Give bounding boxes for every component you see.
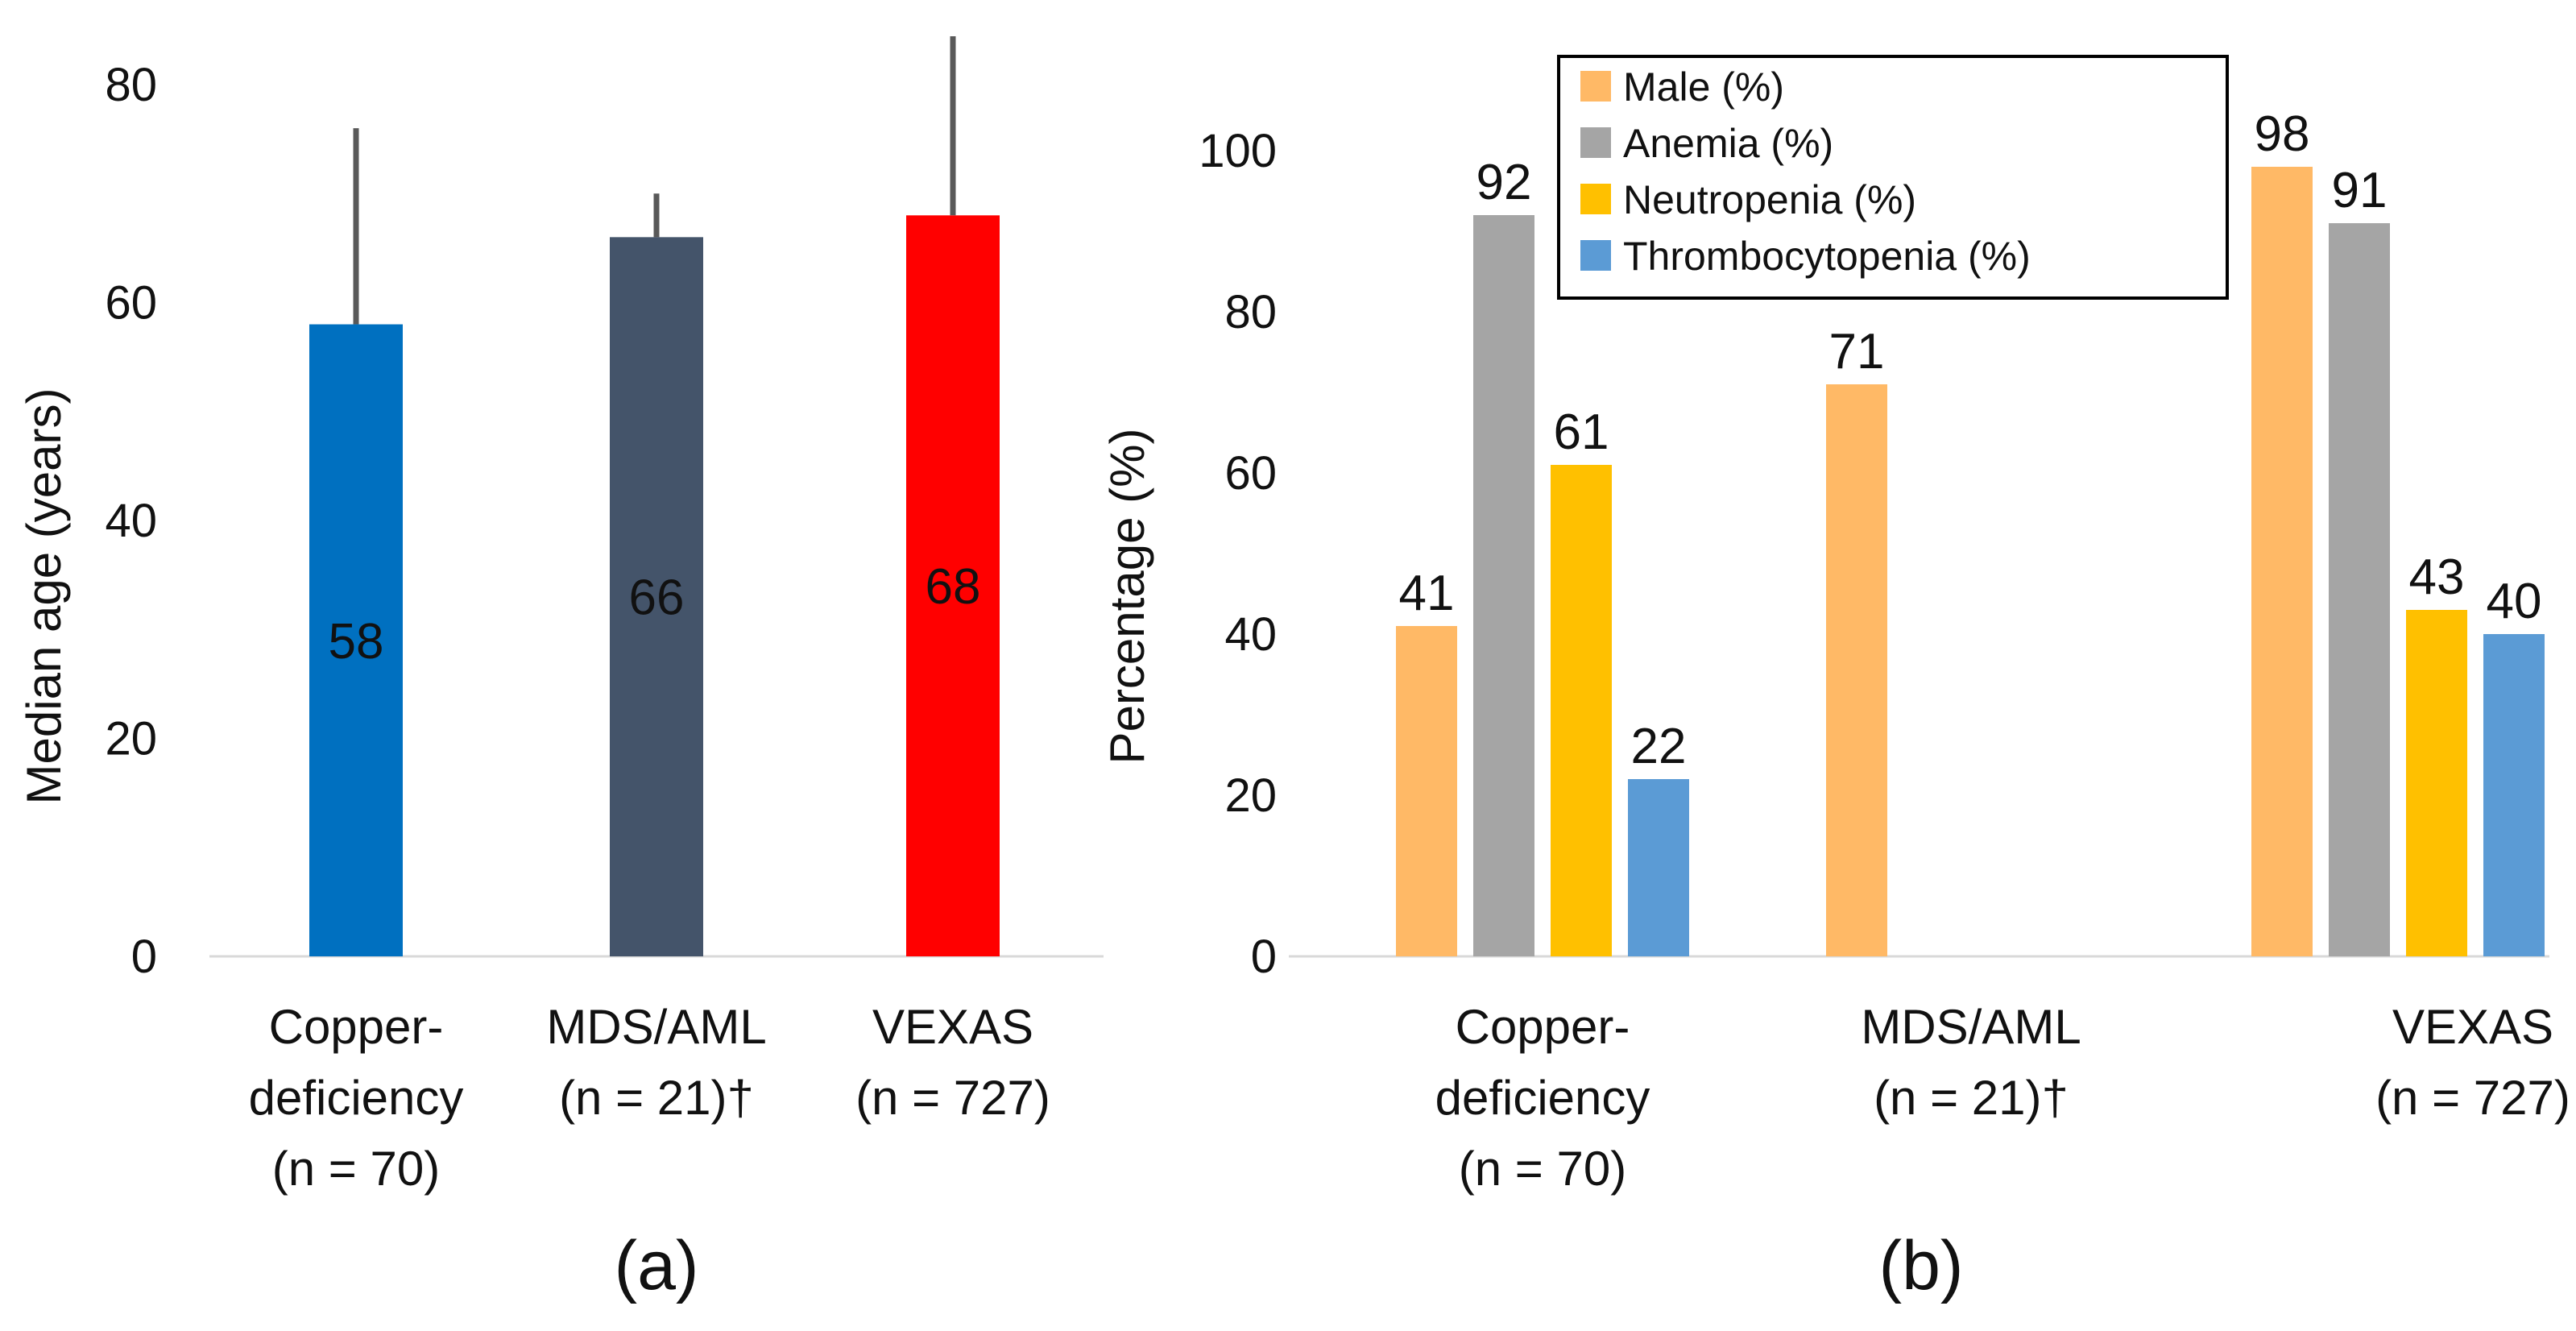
panel-b-category-label: (n = 727) [2375,1071,2570,1125]
panel-b-category-label: Copper- [1456,1000,1630,1054]
panel-b-bars [1396,167,2545,956]
panel-a-data-label: 68 [926,559,981,615]
panel-a-category-label: Copper- [269,1000,444,1054]
panel-a-error-bars [353,36,956,325]
panel-a-category-label: (n = 21)† [559,1071,754,1125]
panel-a-y-tick-label: 60 [105,277,157,330]
panel-a-label: (a) [614,1227,698,1304]
panel-a-median-age-chart: Median age (years) 0 20 40 60 80 58 66 68 Copp… [17,36,1104,1304]
panel-b-category-label: deficiency [1435,1071,1650,1125]
panel-b-data-labels: 41 71 98 92 91 61 43 22 40 [1399,106,2542,774]
panel-b-category-label: (n = 70) [1459,1142,1626,1196]
panel-b-data-label: 91 [2332,163,2388,218]
panel-b-category-label: VEXAS [2392,1000,2553,1054]
panel-b-data-label: 92 [1476,155,1532,210]
panel-b-data-label: 22 [1631,719,1687,774]
legend-entry: Neutropenia (%) [1623,177,1916,222]
panel-b-bar [2483,634,2545,956]
panel-b-data-label: 71 [1829,324,1885,379]
legend-entry: Anemia (%) [1623,121,1833,166]
panel-b-data-label: 61 [1554,404,1609,460]
panel-a-bar [610,237,703,957]
panel-b-percentage-chart: Percentage (%) 0 20 40 60 80 100 41 71 98 92 91 61… [1100,55,2570,1304]
legend-box [1557,55,2229,300]
panel-b-y-tick-label: 40 [1224,608,1277,661]
panel-b-data-label: 40 [2487,574,2542,629]
panel-b-bar [1396,626,1457,956]
panel-a-data-labels: 58 66 68 [329,559,981,670]
panel-b-category-label: MDS/AML [1861,1000,2081,1054]
panel-a-data-label: 66 [629,570,685,626]
panel-a-y-axis-title: Median age (years) [17,388,71,805]
panel-a-data-label: 58 [329,614,384,670]
panel-b-bar [2329,223,2390,956]
panel-b-y-tick-label: 80 [1224,286,1277,338]
panel-a-category-label: MDS/AML [546,1000,766,1054]
legend-entry: Male (%) [1623,64,1784,110]
panel-a-y-ticks: 0 20 40 60 80 [105,59,157,983]
panel-a-category-labels: Copper-deficiency (n = 70) MDS/AML (n = 21)… [249,1000,1050,1196]
panel-b-category-labels: Copper-deficiency (n = 70) MDS/AML (n = 21)… [1435,1000,2570,1196]
panel-b-data-label: 98 [2255,106,2310,162]
panel-b-label: (b) [1878,1227,1963,1304]
panel-a-y-tick-label: 0 [131,931,157,983]
panel-a-category-label: deficiency [249,1071,464,1125]
legend-swatch [1580,127,1611,158]
panel-a-category-label: (n = 70) [272,1142,440,1196]
panel-b-bar [1551,465,1612,956]
legend-swatch [1580,240,1611,271]
panel-b-y-tick-label: 0 [1251,931,1277,983]
panel-b-y-axis-title: Percentage (%) [1100,429,1154,765]
panel-b-legend: Male (%) Anemia (%) Neutropenia (%) Thrombo… [1557,55,2229,300]
panel-a-category-label: (n = 727) [855,1071,1050,1125]
panel-a-bar [906,215,1000,956]
panel-a-y-tick-label: 80 [105,59,157,111]
panel-b-y-ticks: 0 20 40 60 80 100 [1199,125,1277,983]
panel-b-data-label: 41 [1399,566,1455,621]
panel-b-bar [1826,384,1887,956]
panel-b-category-label: (n = 21)† [1874,1071,2069,1125]
panel-b-y-tick-label: 100 [1199,125,1277,177]
panel-b-bar [1628,779,1689,956]
panel-b-y-tick-label: 60 [1224,447,1277,500]
panel-b-bar [2251,167,2313,956]
panel-b-data-label: 43 [2409,549,2465,605]
panel-a-y-tick-label: 40 [105,495,157,547]
panel-a-y-tick-label: 20 [105,713,157,765]
panel-a-bar [309,324,403,956]
legend-swatch [1580,184,1611,214]
legend-entry: Thrombocytopenia (%) [1623,234,2031,279]
panel-b-bar [1473,215,1534,956]
panel-b-bar [2406,610,2467,956]
legend-swatch [1580,71,1611,102]
panel-a-category-label: VEXAS [872,1000,1033,1054]
panel-a-bars [309,215,1000,957]
panel-b-y-tick-label: 20 [1224,769,1277,822]
